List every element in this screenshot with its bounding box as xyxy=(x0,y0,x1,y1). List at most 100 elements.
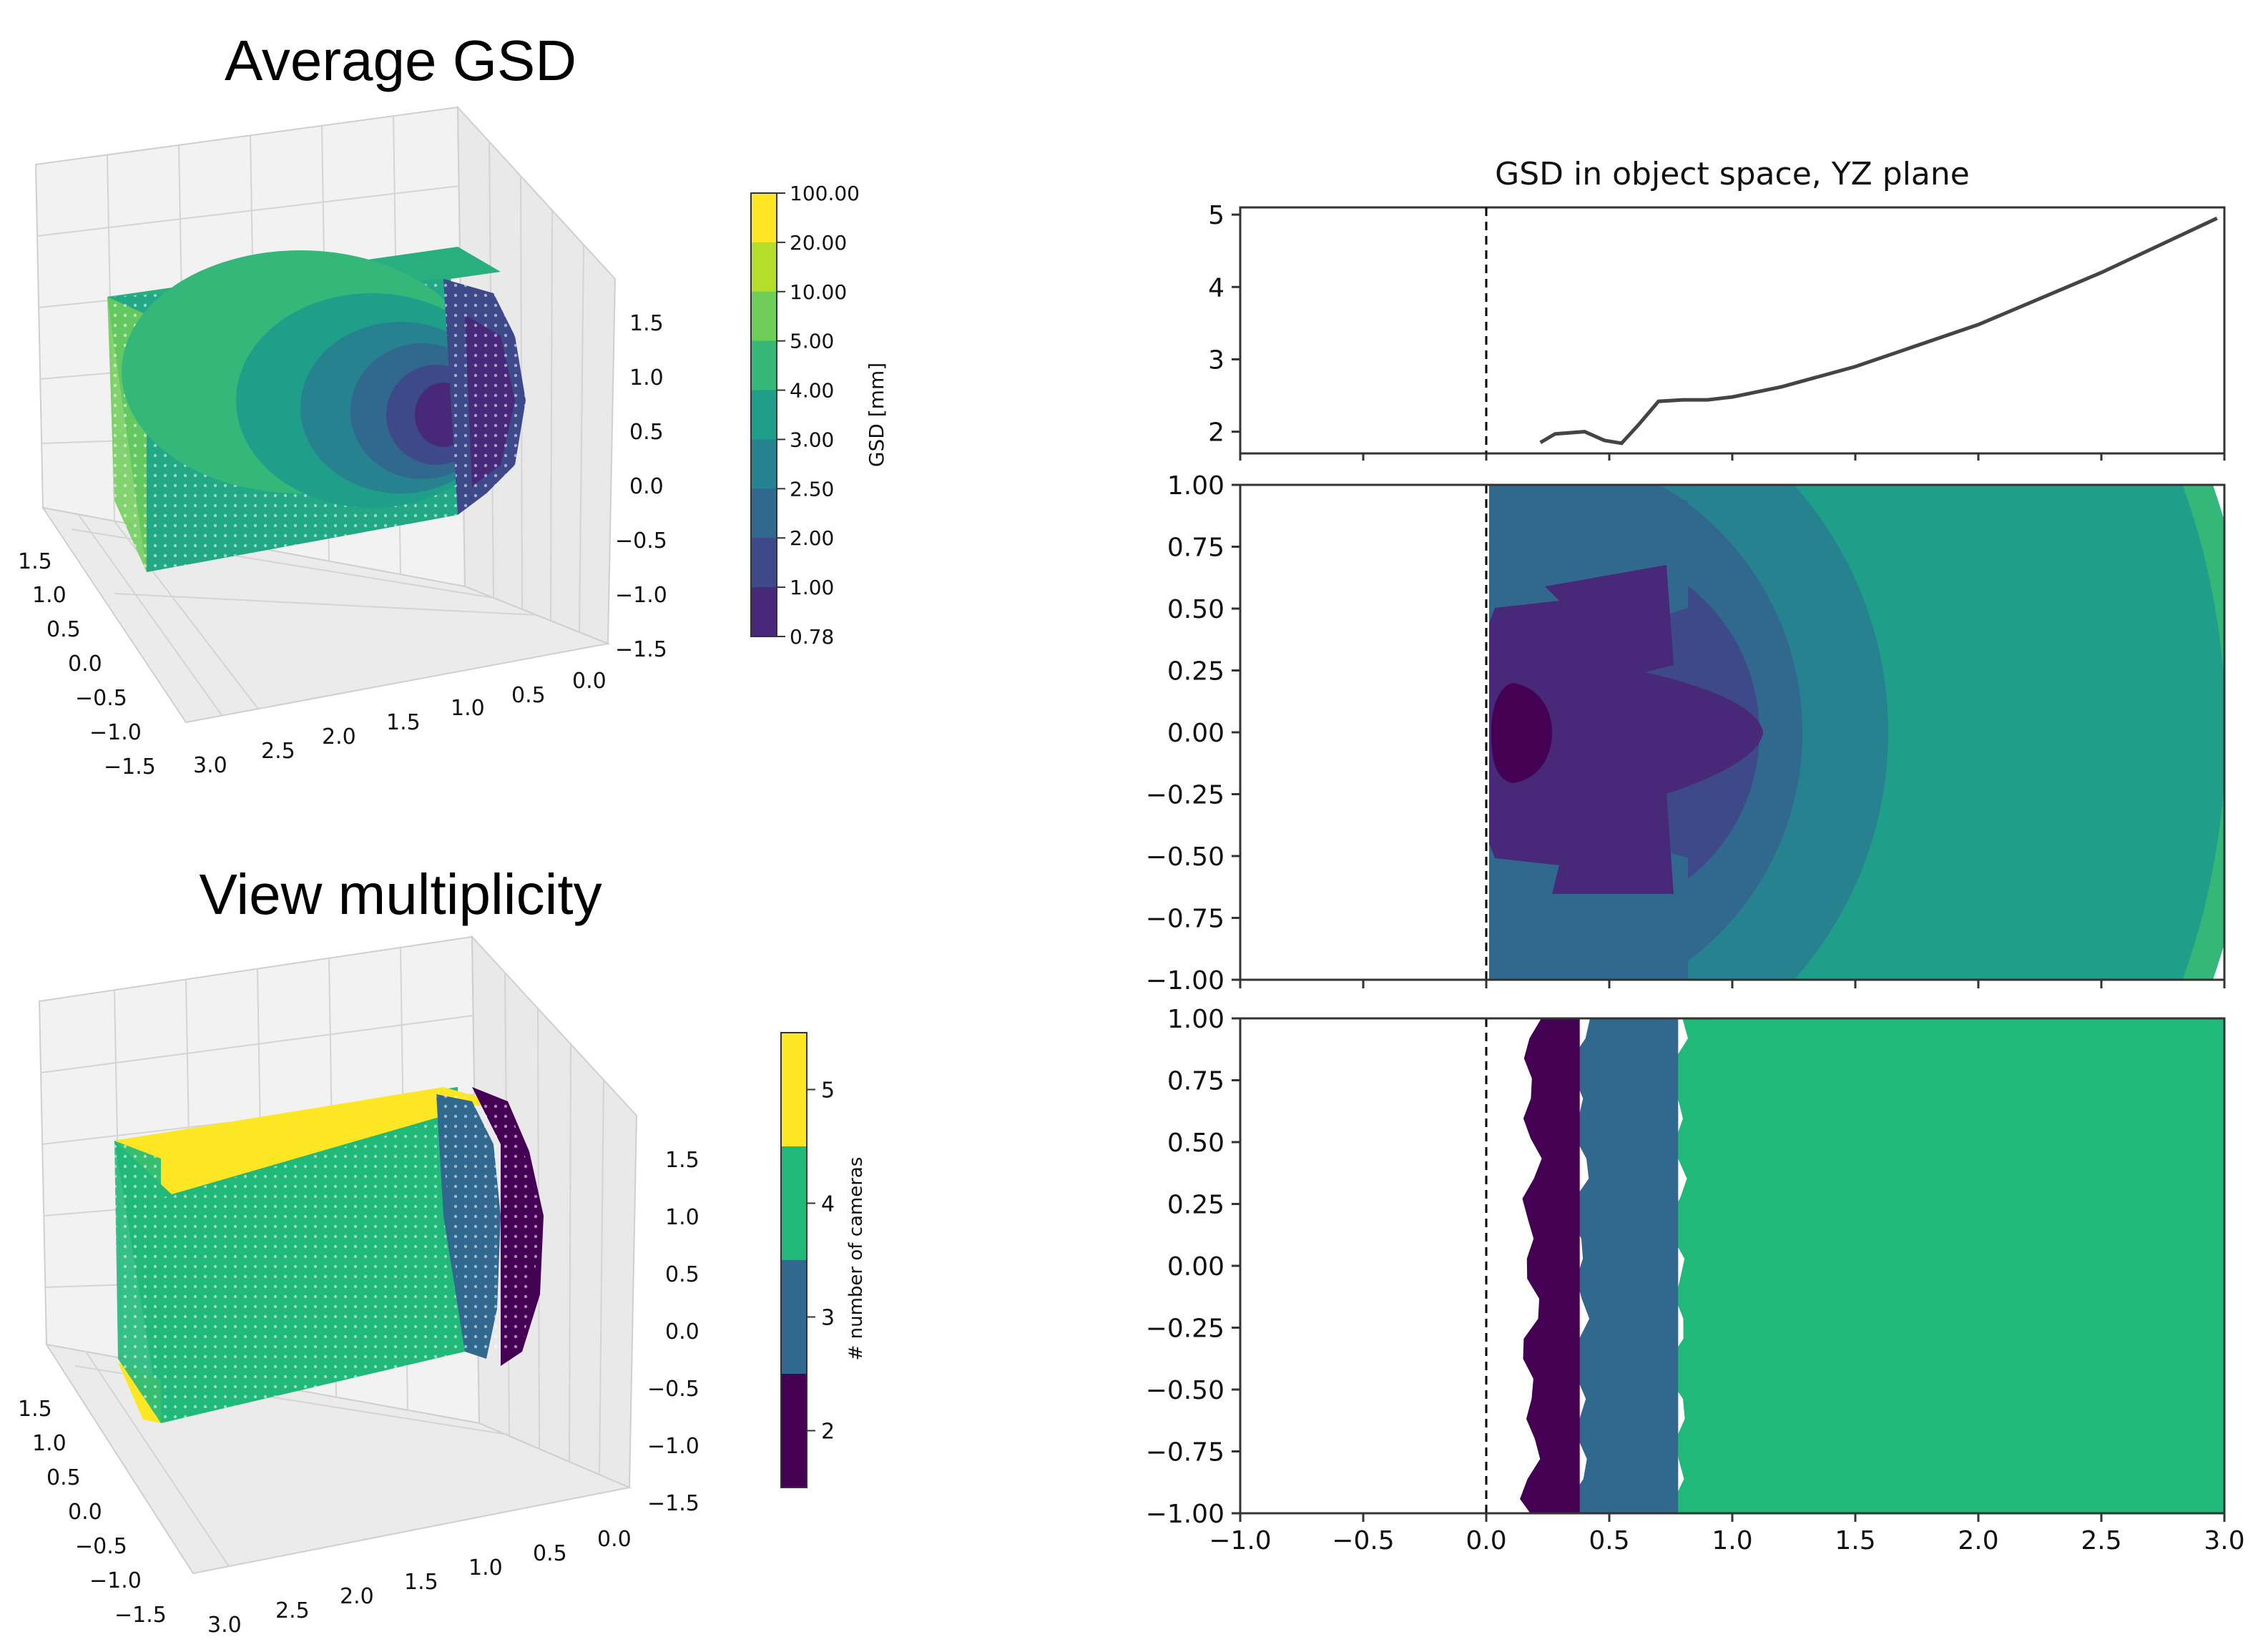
y-tick: 0.0 xyxy=(68,652,102,677)
gsd-curve xyxy=(1539,216,2218,446)
y-tick: −1.5 xyxy=(114,1603,167,1628)
y-tick-label: 0.00 xyxy=(1167,719,1224,748)
z-tick: −1.0 xyxy=(647,1434,699,1459)
y-tick: 1.5 xyxy=(18,549,52,574)
y-tick-label: 0.50 xyxy=(1167,1129,1224,1158)
z-tick: −1.0 xyxy=(615,583,667,608)
y-tick-label: 0.75 xyxy=(1167,534,1224,563)
camera-band-4 xyxy=(1667,1018,2224,1513)
y-tick-label: 1.00 xyxy=(1167,471,1224,501)
z-tick: 1.5 xyxy=(665,1148,699,1173)
contour-region-1mm xyxy=(1491,683,1552,783)
gsd-line-panel: 2 3 4 5 xyxy=(1208,201,2226,461)
avg-gsd-z-ticks: 1.5 1.0 0.5 0.0 −0.5 −1.0 −1.5 xyxy=(615,311,667,662)
x-tick-label: 1.0 xyxy=(1712,1526,1752,1555)
colorbar-tick-label: 1.00 xyxy=(790,576,834,599)
x-tick-label: 1.5 xyxy=(1835,1526,1875,1555)
x-tick-label: 0.0 xyxy=(1466,1526,1506,1555)
colorbar-tick-label: 4.00 xyxy=(790,379,834,403)
y-tick-label: 5 xyxy=(1208,201,1224,230)
x-tick: 0.0 xyxy=(597,1527,632,1552)
y-tick-label: −0.75 xyxy=(1146,1438,1224,1467)
avg-gsd-colorbar-label: GSD [mm] xyxy=(865,363,888,467)
y-tick-label: 0.25 xyxy=(1167,657,1224,687)
y-tick-label: −0.75 xyxy=(1146,905,1224,934)
z-tick: 1.0 xyxy=(665,1205,699,1230)
avg-gsd-y-ticks: 1.5 1.0 0.5 0.0 −0.5 −1.0 −1.5 xyxy=(18,549,156,780)
colorbar-segment xyxy=(781,1146,807,1261)
colorbar-segment xyxy=(751,242,777,292)
y-tick-label: 3 xyxy=(1208,345,1224,375)
colorbar-tick-label: 5 xyxy=(821,1078,835,1103)
avg-gsd-panel: Average GSD xyxy=(18,29,888,780)
colorbar-segment xyxy=(751,538,777,588)
colorbar-tick-label: 100.00 xyxy=(790,182,860,205)
y-tick-label: 2 xyxy=(1208,418,1224,448)
avg-gsd-3d-axes: 1.5 1.0 0.5 0.0 −0.5 −1.0 −1.5 1.5 1.0 0… xyxy=(18,105,667,780)
camera-band-2 xyxy=(1520,1018,1580,1513)
y-tick-label: 0.25 xyxy=(1167,1191,1224,1220)
y-tick: −1.5 xyxy=(104,754,156,780)
colorbar-tick-label: 10.00 xyxy=(790,280,847,304)
block-top-5-cameras xyxy=(114,1087,494,1194)
colorbar-tick-label: 0.78 xyxy=(790,625,834,649)
view-mult-title: View multiplicity xyxy=(199,862,602,926)
y-tick-label: −0.50 xyxy=(1146,1376,1224,1405)
colorbar-tick-label: 3 xyxy=(821,1306,835,1331)
y-tick-label: 0.00 xyxy=(1167,1252,1224,1282)
z-tick: 0.5 xyxy=(629,420,664,445)
x-tick: 3.0 xyxy=(193,753,227,778)
x-tick: 1.0 xyxy=(468,1555,503,1580)
y-tick-label: 0.50 xyxy=(1167,595,1224,624)
colorbar-segment xyxy=(751,587,777,637)
colorbar-segment xyxy=(751,340,777,391)
x-tick: 0.0 xyxy=(572,669,607,694)
colorbar-tick-label: 2.50 xyxy=(790,477,834,501)
z-tick: −1.5 xyxy=(647,1491,699,1516)
x-tick-label: −0.5 xyxy=(1332,1526,1394,1555)
y-tick: 0.0 xyxy=(68,1500,102,1525)
colorbar-tick-label: 5.00 xyxy=(790,330,834,353)
avg-gsd-x-ticks: 3.0 2.5 2.0 1.5 1.0 0.5 0.0 xyxy=(193,669,607,778)
line-plot-frame xyxy=(1239,206,2226,455)
z-tick: 0.0 xyxy=(665,1319,699,1344)
yz-plane-figure: GSD in object space, YZ plane 2 3 4 5 xyxy=(1146,156,2245,1555)
y-tick-label: 0.75 xyxy=(1167,1067,1224,1096)
y-tick: −1.0 xyxy=(89,1568,142,1593)
z-tick: 1.5 xyxy=(629,311,664,336)
y-tick-label: −0.25 xyxy=(1146,1314,1224,1344)
view-mult-y-ticks: 1.5 1.0 0.5 0.0 −0.5 −1.0 −1.5 xyxy=(18,1397,167,1628)
colorbar-tick-label: 2.00 xyxy=(790,526,834,550)
x-tick: 3.0 xyxy=(207,1613,242,1638)
avg-gsd-title: Average GSD xyxy=(225,29,576,92)
y-tick: 1.5 xyxy=(18,1397,52,1422)
camera-band-3 xyxy=(1569,1018,1679,1513)
colorbar-segment xyxy=(751,390,777,440)
contour-region-2mm xyxy=(1466,565,1763,894)
y-tick: 0.5 xyxy=(46,617,81,642)
colorbar-tick-label: 3.00 xyxy=(790,428,834,451)
colorbar-segment xyxy=(781,1033,807,1147)
y-tick: −0.5 xyxy=(75,1534,127,1559)
y-tick-label: 1.00 xyxy=(1167,1005,1224,1034)
x-tick: 0.5 xyxy=(511,683,546,708)
y-tick: −0.5 xyxy=(75,686,127,711)
y-tick: 1.0 xyxy=(32,583,67,608)
y-tick-label: −1.00 xyxy=(1146,1500,1224,1529)
x-tick-label: 3.0 xyxy=(2204,1526,2244,1555)
view-mult-3d-axes: 1.5 1.0 0.5 0.0 −0.5 −1.0 −1.5 1.5 1.0 0… xyxy=(18,935,699,1638)
x-tick: 2.0 xyxy=(322,724,356,749)
gsd-contour-panel: 1.00 0.75 0.50 0.25 0.00 −0.25 −0.50 −0.75 −1.00 xyxy=(1146,471,2226,995)
z-tick: −0.5 xyxy=(647,1377,699,1402)
colorbar-segment xyxy=(751,439,777,489)
colorbar-segment xyxy=(781,1260,807,1375)
colorbar-segment xyxy=(751,291,777,342)
colorbar-tick-label: 20.00 xyxy=(790,231,847,255)
y-tick-label: 4 xyxy=(1208,273,1224,303)
x-tick: 2.5 xyxy=(261,739,295,764)
y-tick-label: −1.00 xyxy=(1146,966,1224,995)
camera-count-panel: 1.00 0.75 0.50 0.25 0.00 −0.25 −0.50 −0.75 −1.00… xyxy=(1146,1005,2245,1555)
view-mult-z-ticks: 1.5 1.0 0.5 0.0 −0.5 −1.0 −1.5 xyxy=(647,1148,699,1516)
view-mult-colorbar-label: # number of cameras xyxy=(845,1157,867,1361)
x-tick: 2.5 xyxy=(275,1598,310,1623)
